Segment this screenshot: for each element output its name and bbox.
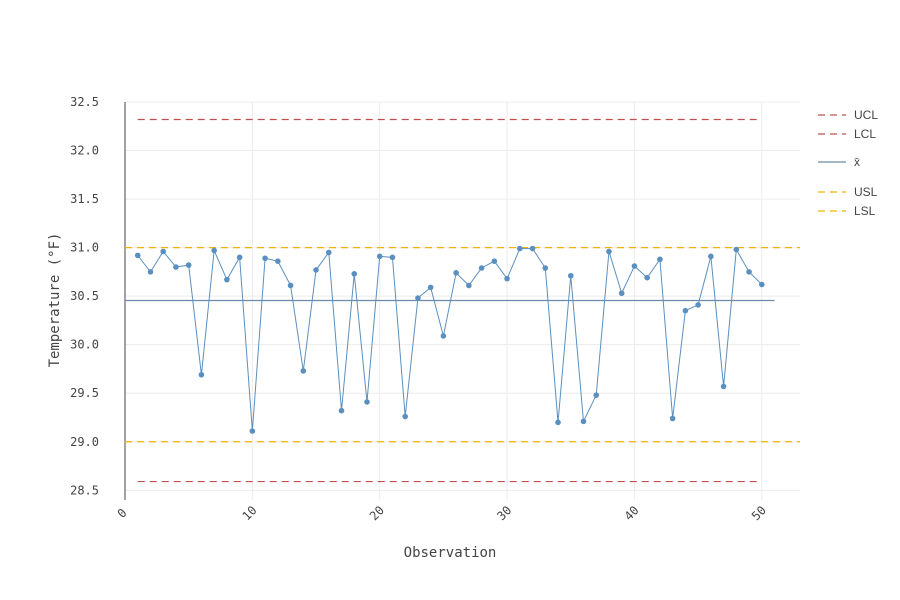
y-tick-label: 28.5 <box>70 483 99 497</box>
legend-label-lsl[interactable]: LSL <box>854 204 876 218</box>
series-line <box>137 247 763 432</box>
data-point[interactable] <box>147 269 154 275</box>
data-point[interactable] <box>746 269 752 275</box>
data-point[interactable] <box>631 263 638 269</box>
data-point[interactable] <box>758 281 765 288</box>
data-point[interactable] <box>491 258 498 265</box>
data-point[interactable] <box>466 282 472 289</box>
data-point[interactable] <box>262 255 268 262</box>
data-point[interactable] <box>657 256 663 263</box>
data-point[interactable] <box>720 383 727 390</box>
data-point[interactable] <box>567 272 574 279</box>
x-tick-label: 30 <box>494 503 514 523</box>
data-point[interactable] <box>644 274 650 281</box>
x-tick-label: 20 <box>367 503 387 523</box>
data-point[interactable] <box>453 270 459 276</box>
y-tick-label: 29.5 <box>70 386 99 400</box>
y-tick-label: 32.0 <box>70 144 99 158</box>
data-point[interactable] <box>733 246 740 253</box>
data-point[interactable] <box>682 307 689 314</box>
data-point[interactable] <box>338 407 345 414</box>
y-tick-label: 32.5 <box>70 95 99 109</box>
y-axis-title: Temperature (°F) <box>47 233 63 368</box>
data-point[interactable] <box>669 415 676 422</box>
data-point[interactable] <box>389 254 396 261</box>
legend[interactable]: UCL LCL x̄ USL LSL <box>818 108 878 218</box>
data-point[interactable] <box>440 333 447 339</box>
data-point[interactable] <box>249 428 256 434</box>
data-point[interactable] <box>504 275 510 282</box>
x-tick-label: 0 <box>115 506 130 521</box>
legend-label-usl[interactable]: USL <box>854 185 878 199</box>
data-point[interactable] <box>211 247 217 254</box>
y-tick-label: 31.5 <box>70 192 99 206</box>
data-point[interactable] <box>351 271 358 277</box>
data-point[interactable] <box>415 295 421 301</box>
data-point[interactable] <box>160 248 167 255</box>
data-point[interactable] <box>529 245 536 252</box>
data-point[interactable] <box>313 267 319 273</box>
data-point[interactable] <box>287 282 294 289</box>
y-tick-label: 29.0 <box>70 435 99 449</box>
data-point[interactable] <box>275 258 281 265</box>
data-point[interactable] <box>593 392 600 398</box>
data-point[interactable] <box>185 262 192 268</box>
reference-lines <box>125 118 800 483</box>
data-point[interactable] <box>134 252 141 259</box>
x-tick-label: 40 <box>622 503 642 523</box>
y-tick-label: 30.0 <box>70 338 99 352</box>
x-tick-label: 10 <box>239 503 259 523</box>
legend-label-ucl[interactable]: UCL <box>854 108 878 122</box>
data-point[interactable] <box>618 290 625 297</box>
data-point[interactable] <box>427 284 434 291</box>
x-tick-label: 50 <box>749 503 769 523</box>
data-point[interactable] <box>695 302 701 308</box>
legend-label-lcl[interactable]: LCL <box>854 127 876 141</box>
legend-label-xbar[interactable]: x̄ <box>854 155 860 169</box>
data-point[interactable] <box>402 413 408 420</box>
x-axis-title: Observation <box>404 545 497 561</box>
data-point[interactable] <box>542 265 549 271</box>
y-tick-label: 30.5 <box>70 289 99 303</box>
data-point[interactable] <box>173 264 179 270</box>
data-point[interactable] <box>376 253 383 260</box>
data-point[interactable] <box>708 253 714 260</box>
data-series <box>134 245 765 434</box>
data-point[interactable] <box>580 418 587 425</box>
data-point[interactable] <box>198 371 205 378</box>
data-point[interactable] <box>224 276 230 283</box>
data-point[interactable] <box>236 254 243 261</box>
data-point[interactable] <box>606 248 612 255</box>
data-point[interactable] <box>364 399 370 405</box>
data-point[interactable] <box>517 245 523 252</box>
data-point[interactable] <box>478 265 485 271</box>
data-point[interactable] <box>555 419 561 426</box>
data-point[interactable] <box>300 368 307 374</box>
data-point[interactable] <box>325 249 332 256</box>
y-tick-label: 31.0 <box>70 241 99 255</box>
